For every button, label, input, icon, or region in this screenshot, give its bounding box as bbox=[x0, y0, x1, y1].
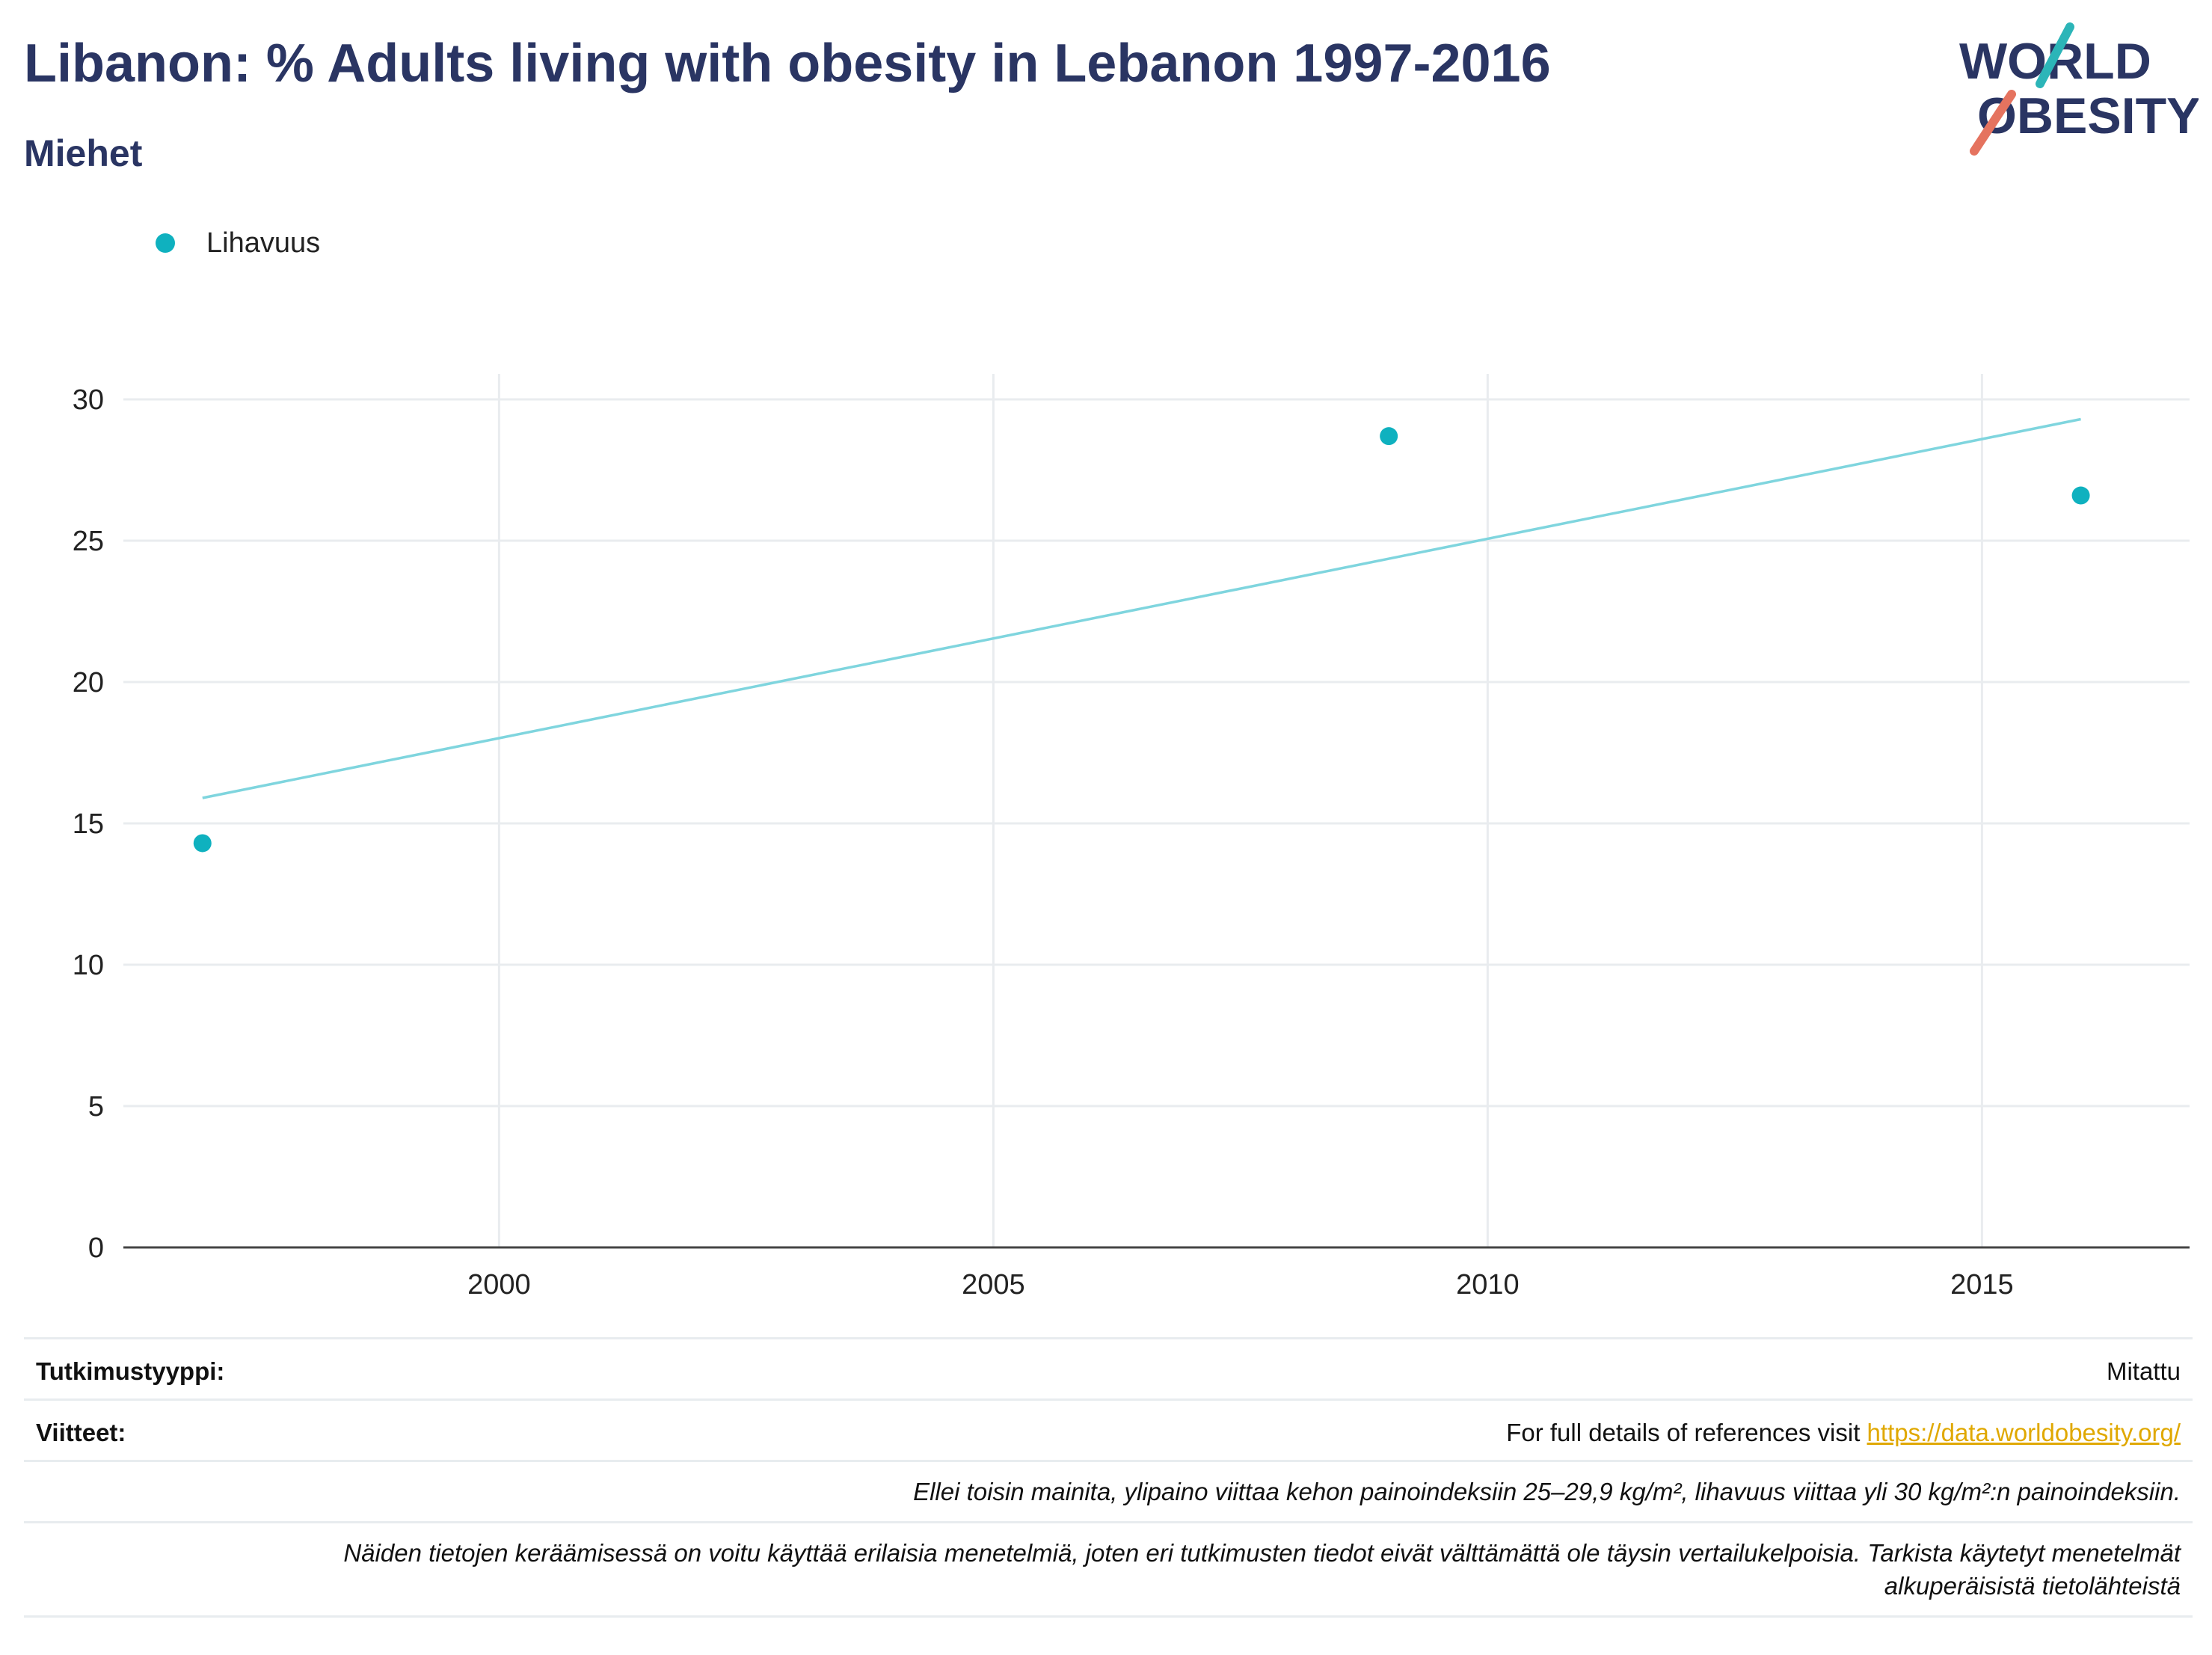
footer-bottom-rule bbox=[24, 1615, 2193, 1618]
scatter-chart: 0 5 10 15 20 25 30 2000 2005 2010 2015 bbox=[73, 374, 2190, 1301]
trend-line bbox=[202, 417, 2081, 799]
footer-row-study-type: Tutkimustyyppi: Mitattu bbox=[24, 1337, 2193, 1399]
definition-note: Ellei toisin mainita, ylipaino viittaa k… bbox=[913, 1478, 2181, 1505]
footer-row-definition: Ellei toisin mainita, ylipaino viittaa k… bbox=[24, 1460, 2193, 1522]
methods-note: Näiden tietojen keräämisessä on voitu kä… bbox=[343, 1537, 2181, 1603]
y-tick-label: 10 bbox=[73, 950, 104, 981]
x-tick-label: 2005 bbox=[962, 1269, 1025, 1301]
data-point bbox=[2071, 486, 2090, 505]
world-obesity-logo: WORLD OBESITY bbox=[1959, 22, 2199, 156]
data-point bbox=[193, 834, 212, 853]
footer-row-references: Viitteet: For full details of references… bbox=[24, 1398, 2193, 1461]
data-point bbox=[1380, 427, 1398, 446]
y-tick-label: 30 bbox=[73, 384, 104, 416]
legend-marker bbox=[156, 233, 175, 253]
references-link[interactable]: https://data.worldobesity.org/ bbox=[1867, 1419, 2181, 1446]
y-tick-label: 25 bbox=[73, 526, 104, 557]
y-tick-label: 5 bbox=[88, 1091, 104, 1123]
study-type-label: Tutkimustyyppi: bbox=[36, 1357, 225, 1385]
references-value: For full details of references visit htt… bbox=[1506, 1419, 2181, 1447]
study-type-value: Mitattu bbox=[2106, 1357, 2181, 1385]
chart-subtitle: Miehet bbox=[24, 132, 143, 174]
legend-label: Lihavuus bbox=[206, 227, 321, 259]
logo-slash-coral bbox=[1970, 90, 2016, 156]
methods-note-line2: alkuperäisistä tietolähteistä bbox=[1884, 1572, 2181, 1600]
x-tick-label: 2010 bbox=[1456, 1269, 1520, 1301]
methods-note-line1: Näiden tietojen keräämisessä on voitu kä… bbox=[343, 1539, 2181, 1567]
y-tick-label: 0 bbox=[88, 1232, 104, 1264]
logo-slash-teal bbox=[2036, 22, 2074, 88]
y-tick-label: 15 bbox=[73, 808, 104, 840]
y-tick-label: 20 bbox=[73, 667, 104, 698]
x-tick-label: 2015 bbox=[1950, 1269, 2014, 1301]
legend: Lihavuus bbox=[156, 224, 320, 262]
chart-title: Libanon: % Adults living with obesity in… bbox=[24, 34, 1551, 93]
x-tick-label: 2000 bbox=[467, 1269, 531, 1301]
references-text: For full details of references visit bbox=[1506, 1419, 1867, 1446]
footer-row-methods: Näiden tietojen keräämisessä on voitu kä… bbox=[24, 1521, 2193, 1616]
references-label: Viitteet: bbox=[36, 1419, 126, 1446]
